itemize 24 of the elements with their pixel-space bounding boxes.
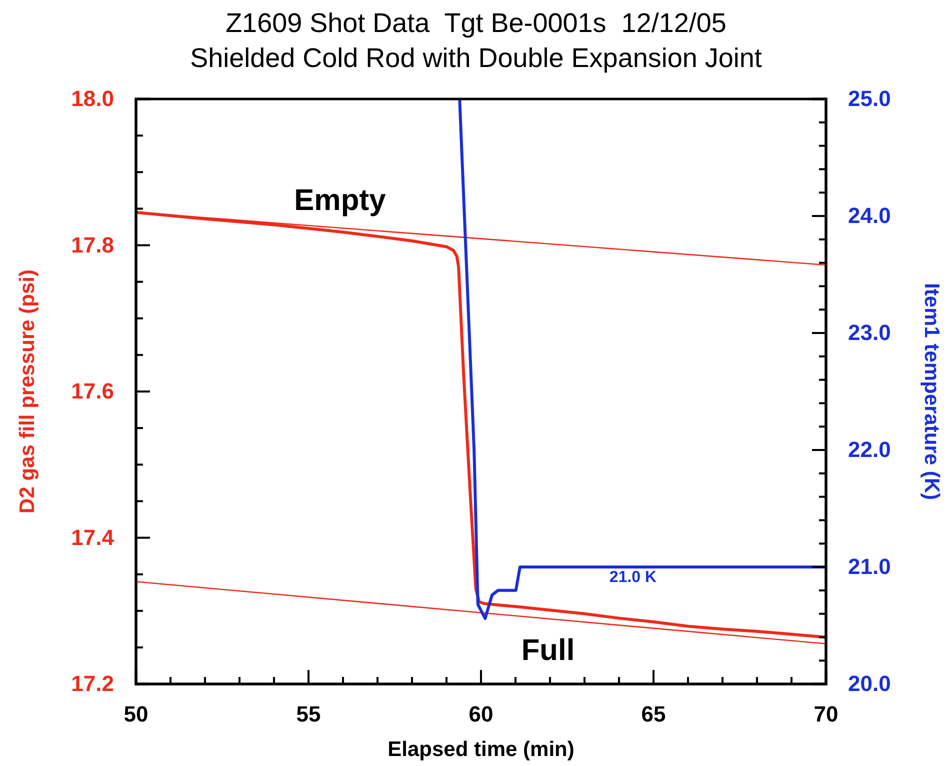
y-tick-label: 17.2 [71, 671, 114, 696]
y-axis-title: D2 gas fill pressure (psi) [16, 270, 39, 514]
y2-tick-label: 21.0 [848, 554, 891, 580]
y2-tick-label: 23.0 [848, 320, 891, 346]
x-axis-title: Elapsed time (min) [388, 738, 574, 761]
y2-tick-label: 20.0 [848, 671, 891, 696]
y-tick-label: 17.4 [71, 524, 115, 550]
x-tick-label: 50 [124, 702, 148, 727]
chart-subtitle: Shielded Cold Rod with Double Expansion Joint [190, 43, 762, 73]
y2-tick-label: 25.0 [848, 86, 891, 112]
x-tick-label: 65 [641, 702, 666, 727]
y2-axis-title: Item1 temperature (K) [920, 282, 943, 500]
y-tick-label: 17.8 [71, 232, 114, 258]
annotation: Full [521, 634, 575, 667]
y2-tick-label: 24.0 [848, 203, 891, 228]
chart-title: Z1609 Shot Data Tgt Be-0001s 12/12/05 [226, 8, 726, 38]
y-tick-label: 17.6 [71, 378, 114, 404]
x-tick-label: 55 [296, 702, 321, 727]
x-tick-label: 70 [814, 702, 838, 727]
annotation: 21.0 K [609, 569, 658, 586]
y-tick-label: 18.0 [71, 86, 114, 112]
y2-tick-label: 22.0 [848, 437, 891, 462]
x-tick-label: 60 [468, 702, 494, 727]
annotation: Empty [294, 184, 386, 217]
